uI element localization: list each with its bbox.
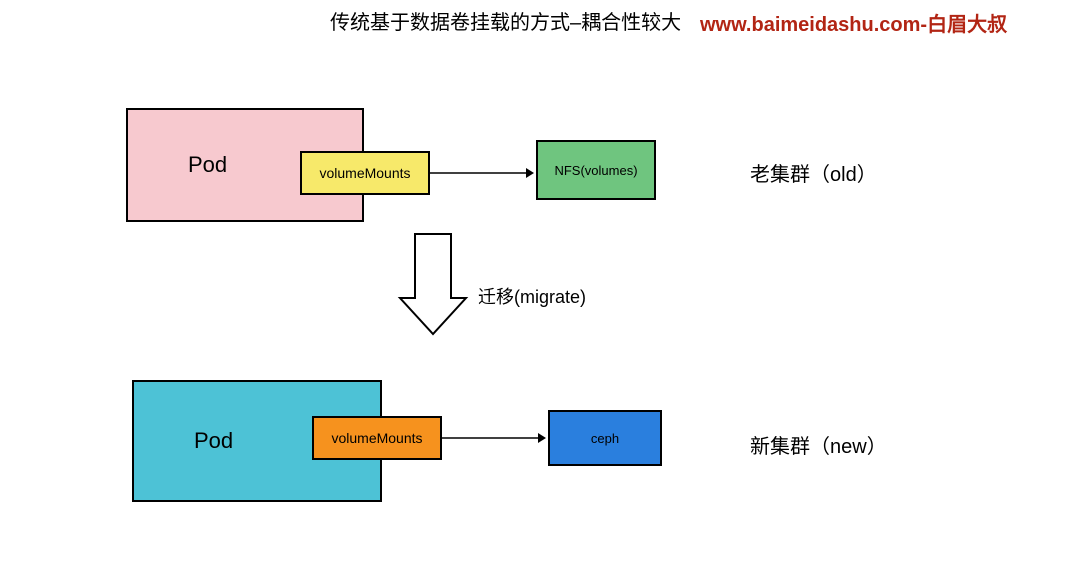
nfs-label: NFS(volumes) [554,163,637,178]
pod-old-label: Pod [188,152,227,178]
ceph-label: ceph [591,431,619,446]
cluster-new-label: 新集群（new） [750,430,887,459]
volumemounts-old-box: volumeMounts [300,151,430,195]
pod-new-label: Pod [194,428,233,454]
cluster-old-label: 老集群（old） [750,158,877,187]
volumemounts-new-box: volumeMounts [312,416,442,460]
migrate-label: 迁移(migrate) [478,283,586,309]
arrow-vm-to-ceph [434,430,554,462]
migrate-arrow-icon [398,232,468,336]
watermark-text: www.baimeidashu.com-白眉大叔 [700,8,1007,37]
diagram-canvas: 传统基于数据卷挂载的方式–耦合性较大 www.baimeidashu.com-白… [0,0,1091,569]
diagram-title: 传统基于数据卷挂载的方式–耦合性较大 [330,6,681,35]
volumemounts-old-label: volumeMounts [319,165,410,181]
ceph-box: ceph [548,410,662,466]
arrow-vm-to-nfs [422,165,542,197]
nfs-box: NFS(volumes) [536,140,656,200]
volumemounts-new-label: volumeMounts [331,430,422,446]
